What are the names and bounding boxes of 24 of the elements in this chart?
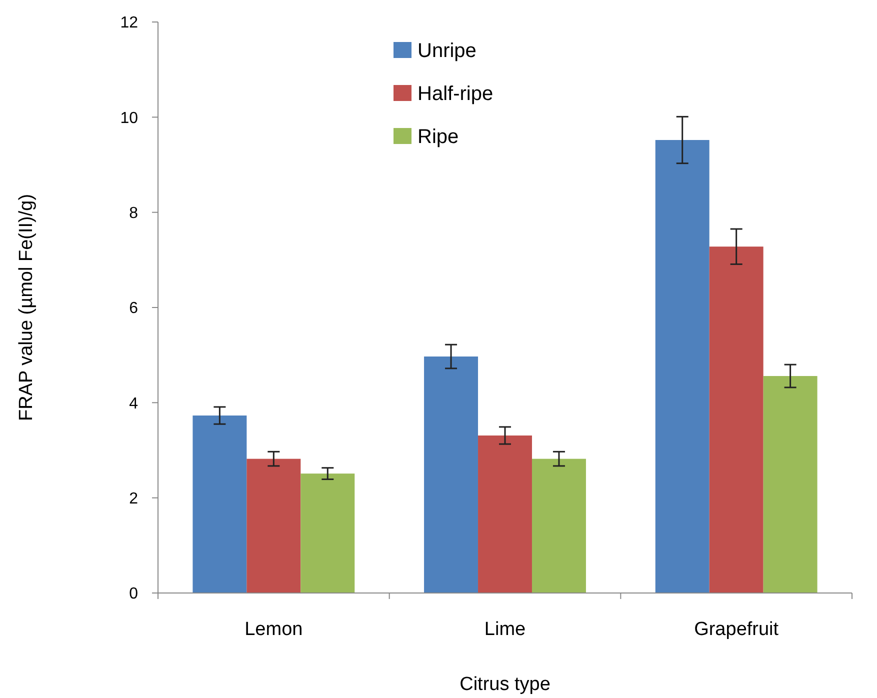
bar [300, 474, 355, 593]
y-tick-label: 8 [129, 204, 138, 222]
bar [246, 458, 301, 593]
y-tick-label: 6 [129, 300, 138, 318]
bar [655, 140, 710, 593]
legend-label: Half-ripe [418, 83, 494, 105]
bar [709, 246, 764, 593]
y-tick-label: 4 [129, 395, 138, 412]
bar [424, 356, 478, 593]
legend-label: Ripe [418, 126, 459, 148]
bar [532, 458, 586, 593]
y-tick-label: 2 [129, 490, 138, 508]
x-axis-title: Citrus type [460, 674, 550, 695]
y-tick-label: 10 [120, 110, 138, 127]
y-tick-label: 12 [120, 14, 138, 32]
x-tick-label: Lime [484, 619, 526, 640]
bar [478, 436, 532, 593]
legend-label: Unripe [418, 40, 476, 62]
x-tick-label: Lemon [244, 619, 303, 640]
y-tick-label: 0 [129, 586, 138, 603]
bar [192, 416, 247, 593]
bar [763, 376, 818, 593]
y-axis-title: FRAP value (µmol Fe(II)/g) [16, 194, 37, 422]
x-tick-label: Grapefruit [694, 619, 780, 640]
